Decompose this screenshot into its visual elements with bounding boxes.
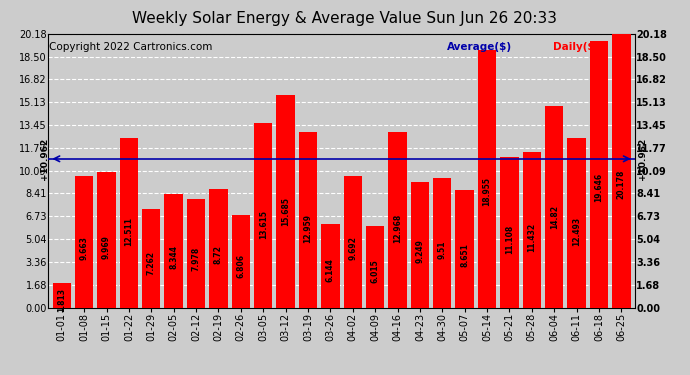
Bar — [612, 34, 631, 308]
Text: 6.806: 6.806 — [236, 254, 246, 278]
Text: 18.955: 18.955 — [482, 177, 491, 206]
Text: 7.262: 7.262 — [147, 251, 156, 275]
Text: 11.432: 11.432 — [527, 223, 536, 252]
Bar — [299, 132, 317, 308]
Text: 12.959: 12.959 — [304, 214, 313, 243]
Bar — [522, 152, 541, 308]
Text: 9.663: 9.663 — [79, 237, 88, 261]
Text: Copyright 2022 Cartronics.com: Copyright 2022 Cartronics.com — [50, 42, 213, 52]
Bar — [232, 215, 250, 308]
Bar — [75, 176, 93, 308]
Bar — [478, 50, 496, 308]
Text: Weekly Solar Energy & Average Value Sun Jun 26 20:33: Weekly Solar Energy & Average Value Sun … — [132, 11, 558, 26]
Text: 9.969: 9.969 — [102, 235, 111, 259]
Bar — [52, 283, 71, 308]
Bar — [455, 190, 474, 308]
Bar — [366, 226, 384, 308]
Bar — [388, 132, 406, 308]
Text: 8.72: 8.72 — [214, 245, 223, 264]
Text: 20.178: 20.178 — [617, 170, 626, 199]
Bar — [187, 199, 205, 308]
Text: 6.015: 6.015 — [371, 259, 380, 283]
Bar — [344, 176, 362, 308]
Text: 1.813: 1.813 — [57, 288, 66, 312]
Bar — [590, 41, 608, 308]
Text: Average($): Average($) — [447, 42, 512, 52]
Bar — [254, 123, 273, 308]
Bar — [119, 138, 138, 308]
Bar — [545, 106, 564, 308]
Bar — [97, 172, 116, 308]
Text: 8.344: 8.344 — [169, 244, 178, 268]
Text: 14.82: 14.82 — [550, 205, 559, 229]
Text: 9.692: 9.692 — [348, 236, 357, 260]
Text: 6.144: 6.144 — [326, 258, 335, 282]
Bar — [277, 95, 295, 308]
Bar — [142, 209, 161, 308]
Text: 11.108: 11.108 — [505, 225, 514, 254]
Bar — [567, 138, 586, 308]
Text: 13.615: 13.615 — [259, 210, 268, 239]
Bar — [411, 182, 429, 308]
Bar — [164, 194, 183, 308]
Text: 12.493: 12.493 — [572, 217, 581, 246]
Bar — [321, 224, 339, 308]
Text: 9.249: 9.249 — [415, 239, 424, 263]
Text: 15.685: 15.685 — [281, 197, 290, 226]
Bar — [433, 178, 451, 308]
Bar — [500, 157, 519, 308]
Text: Daily($): Daily($) — [553, 42, 599, 52]
Text: 9.51: 9.51 — [437, 240, 447, 259]
Text: 19.646: 19.646 — [595, 173, 604, 202]
Text: +10.962: +10.962 — [40, 138, 49, 180]
Text: +10.962: +10.962 — [638, 138, 647, 180]
Text: 12.511: 12.511 — [124, 217, 133, 246]
Text: 7.978: 7.978 — [192, 247, 201, 271]
Bar — [209, 189, 228, 308]
Text: 8.651: 8.651 — [460, 243, 469, 267]
Text: 12.968: 12.968 — [393, 214, 402, 243]
